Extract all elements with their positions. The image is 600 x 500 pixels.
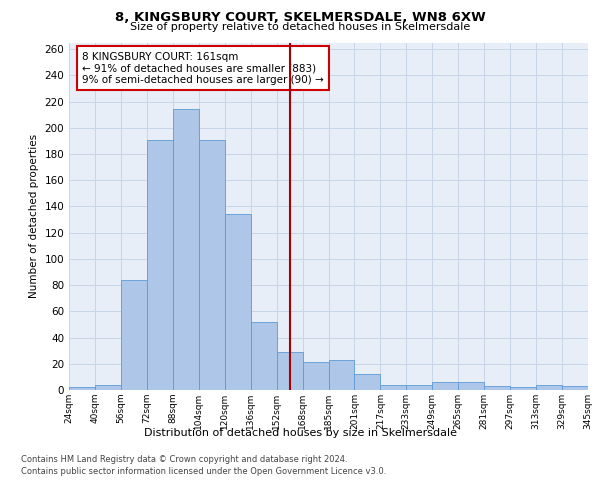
Bar xyxy=(121,280,147,390)
Text: 8, KINGSBURY COURT, SKELMERSDALE, WN8 6XW: 8, KINGSBURY COURT, SKELMERSDALE, WN8 6X… xyxy=(115,11,485,24)
Bar xyxy=(147,140,173,390)
Bar xyxy=(251,322,277,390)
Bar xyxy=(302,362,329,390)
Text: Contains HM Land Registry data © Crown copyright and database right 2024.: Contains HM Land Registry data © Crown c… xyxy=(21,455,347,464)
Bar xyxy=(277,352,302,390)
Bar xyxy=(225,214,251,390)
Text: Distribution of detached houses by size in Skelmersdale: Distribution of detached houses by size … xyxy=(143,428,457,438)
Bar xyxy=(199,140,224,390)
Text: 8 KINGSBURY COURT: 161sqm
← 91% of detached houses are smaller (883)
9% of semi-: 8 KINGSBURY COURT: 161sqm ← 91% of detac… xyxy=(82,52,324,85)
Bar xyxy=(406,385,432,390)
Bar xyxy=(433,382,458,390)
Bar xyxy=(329,360,355,390)
Text: Contains public sector information licensed under the Open Government Licence v3: Contains public sector information licen… xyxy=(21,467,386,476)
Bar xyxy=(95,385,121,390)
Bar xyxy=(380,385,406,390)
Bar xyxy=(562,386,588,390)
Bar xyxy=(458,382,484,390)
Bar xyxy=(355,374,380,390)
Bar xyxy=(484,386,510,390)
Bar xyxy=(173,110,199,390)
Bar xyxy=(536,385,562,390)
Bar xyxy=(69,388,95,390)
Text: Size of property relative to detached houses in Skelmersdale: Size of property relative to detached ho… xyxy=(130,22,470,32)
Bar xyxy=(510,388,536,390)
Y-axis label: Number of detached properties: Number of detached properties xyxy=(29,134,39,298)
